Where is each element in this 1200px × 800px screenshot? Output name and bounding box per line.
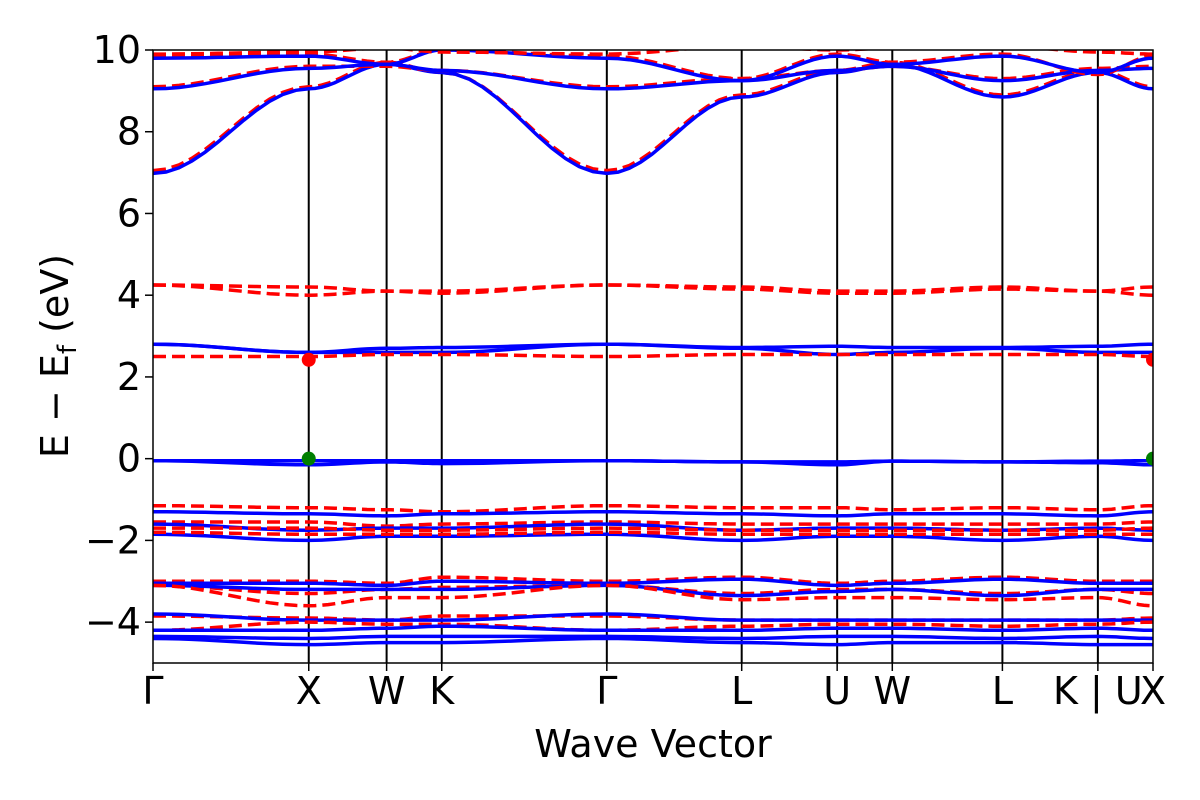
band-line-dashed [153,503,1153,514]
band-line-solid [153,50,1153,83]
y-axis-title: E − Ef (eV) [33,254,83,458]
x-tick-label: L [731,669,752,713]
y-axis-title-unit: (eV) [33,254,77,345]
vbm-marker [1146,451,1153,466]
band-line-dashed [153,283,1153,297]
y-tick-label: −4 [85,600,141,644]
y-axis-title-main: E − E [33,354,77,458]
cbm-marker [1146,352,1153,367]
plot-frame [152,49,1154,664]
band-line-dashed [153,530,1153,537]
x-axis-title: Wave Vector [534,722,772,766]
x-tick-label: K | U [1053,669,1143,714]
y-tick-label: 6 [117,191,141,235]
band-line-solid [153,458,1153,467]
band-line-dashed [153,50,1153,81]
x-tick-label: W [368,669,406,713]
x-tick-label: L [992,669,1013,713]
band-line-solid [153,636,1153,647]
svg-text:E − Ef (eV): E − Ef (eV) [33,254,83,458]
band-line-solid [153,62,1153,176]
x-tick-label: X [1140,669,1166,713]
y-tick-label: 0 [117,437,141,481]
band-line-solid [153,532,1153,543]
x-tick-label: K [429,669,455,713]
y-tick-label: 2 [117,355,141,399]
band-line-dashed [153,60,1153,173]
band-line-dashed [153,620,1153,633]
band-line-solid [153,624,1153,633]
band-line-dashed [153,583,1153,608]
band-line-solid [153,342,1153,357]
band-line-solid [153,634,1153,641]
x-tick-label: W [874,669,912,713]
band-line-solid [153,510,1153,518]
band-line-solid [153,583,1153,598]
x-tick-label: Γ [142,669,163,713]
y-axis: 10 8 6 4 2 0 −2 −4 [85,28,153,644]
band-line-dashed [153,520,1153,528]
y-tick-label: 4 [117,273,141,317]
band-line-solid [153,612,1153,622]
cbm-marker [301,352,316,367]
band-line-dashed [153,526,1153,532]
y-tick-label: −2 [85,518,141,562]
x-tick-label: X [296,669,322,713]
x-tick-label: U [823,669,851,713]
y-tick-label: 10 [93,28,141,72]
y-tick-label: 8 [117,110,141,154]
x-tick-label: Γ [596,669,617,713]
y-axis-title-subscript: f [53,344,83,354]
band-line-dashed [153,575,1153,586]
vbm-marker [301,451,316,466]
band-line-dashed [153,352,1153,359]
band-line-solid [153,577,1153,588]
